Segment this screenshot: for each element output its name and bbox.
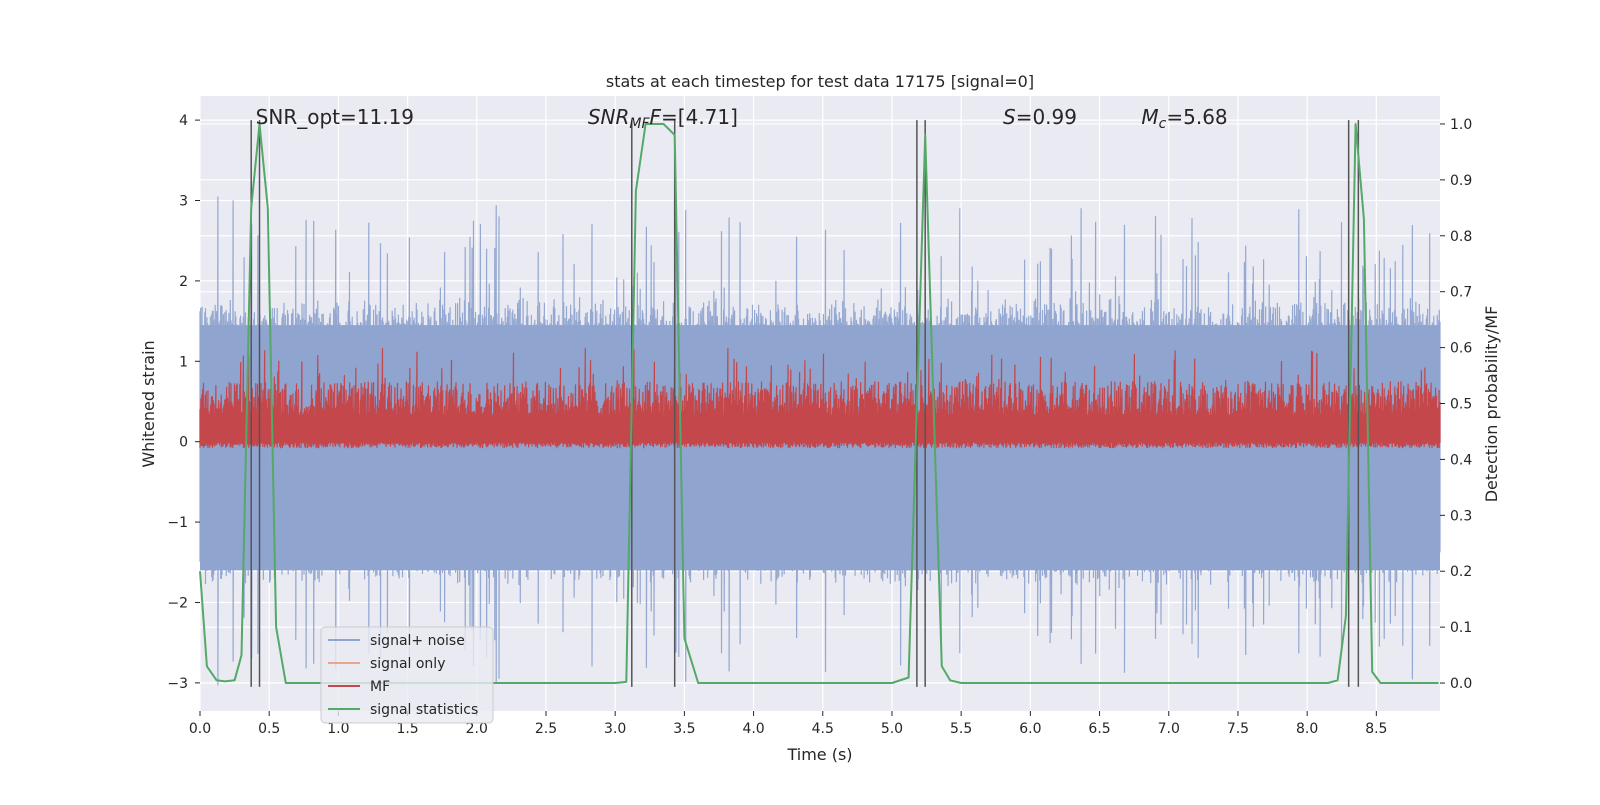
x-tick-label-12: 6.0 (1019, 721, 1041, 737)
y-right-tick-label-5: 0.5 (1450, 397, 1472, 413)
annotation-2: S=0.99 (1003, 105, 1077, 129)
y-axis-label-left: Whitened strain (139, 340, 158, 467)
annotation-3: Mc=5.68 (1141, 105, 1227, 132)
x-tick-label-3: 1.5 (396, 721, 418, 737)
y-right-tick-label-7: 0.7 (1450, 285, 1472, 301)
x-tick-label-5: 2.5 (535, 721, 557, 737)
y-right-tick-label-6: 0.6 (1450, 341, 1472, 357)
mf-series (199, 347, 1441, 449)
legend-box (320, 626, 494, 724)
x-tick-label-14: 7.0 (1158, 721, 1180, 737)
x-tick-label-8: 4.0 (742, 721, 764, 737)
annotation-0: SNR_opt=11.19 (256, 105, 414, 129)
y-right-tick-label-9: 0.9 (1450, 173, 1472, 189)
annotations: SNR_opt=11.19 SNRMFF=[4.71] S=0.99 Mc=5.68 (256, 105, 1228, 132)
y-left-tick-label-0: −3 (167, 676, 188, 692)
y-left-tick-label-6: 3 (179, 194, 188, 210)
y-left-tick-label-5: 2 (179, 274, 188, 290)
x-tick-label-7: 3.5 (673, 721, 695, 737)
legend: signal+ noise signal only MF signal stat… (320, 626, 494, 724)
x-tick-label-17: 8.5 (1365, 721, 1387, 737)
y-right-tick-label-0: 0.0 (1450, 676, 1472, 692)
x-tick-label-10: 5.0 (881, 721, 903, 737)
y-right-tick-label-8: 0.8 (1450, 229, 1472, 245)
y-left-tick-label-4: 1 (179, 354, 188, 370)
x-tick-label-6: 3.0 (604, 721, 626, 737)
legend-label-signal-only: signal only (370, 656, 445, 672)
x-tick-label-15: 7.5 (1227, 721, 1249, 737)
x-tick-label-1: 0.5 (258, 721, 280, 737)
y-left-tick-label-7: 4 (179, 113, 188, 129)
y-left-tick-label-3: 0 (179, 435, 188, 451)
x-tick-label-16: 8.0 (1296, 721, 1318, 737)
y-left-tick-label-2: −1 (167, 515, 188, 531)
y-right-tick-label-1: 0.1 (1450, 620, 1472, 636)
annotation-1: SNRMFF=[4.71] (588, 105, 738, 132)
legend-label-signal-statistics: signal statistics (370, 702, 478, 718)
y-axis-label-right: Detection probability/MF (1482, 306, 1501, 503)
signal-noise-core (200, 325, 1440, 571)
legend-label-mf: MF (370, 679, 390, 695)
x-tick-label-11: 5.5 (950, 721, 972, 737)
x-tick-label-0: 0.0 (189, 721, 211, 737)
x-tick-label-9: 4.5 (812, 721, 834, 737)
chart-title: stats at each timestep for test data 171… (606, 72, 1034, 91)
x-tick-label-13: 6.5 (1088, 721, 1110, 737)
signal-statistics-line (199, 123, 1439, 684)
y-right-tick-label-3: 0.3 (1450, 508, 1472, 524)
legend-label-signal-noise: signal+ noise (370, 633, 465, 649)
mf-trace (199, 347, 1441, 449)
signal-statistics-series (199, 123, 1439, 684)
y-left-tick-label-1: −2 (167, 595, 188, 611)
y-right-tick-label-2: 0.2 (1450, 564, 1472, 580)
x-axis-label: Time (s) (786, 745, 852, 764)
y-right-tick-label-4: 0.4 (1450, 452, 1472, 468)
tick-labels: 0.0 0.5 1.0 1.5 2.0 2.5 3.0 3.5 4.0 4.5 5.0 5.5 6.0 6… (167, 113, 1472, 737)
y-right-tick-label-10: 1.0 (1450, 117, 1472, 133)
x-tick-label-4: 2.0 (466, 721, 488, 737)
x-tick-label-2: 1.0 (327, 721, 349, 737)
